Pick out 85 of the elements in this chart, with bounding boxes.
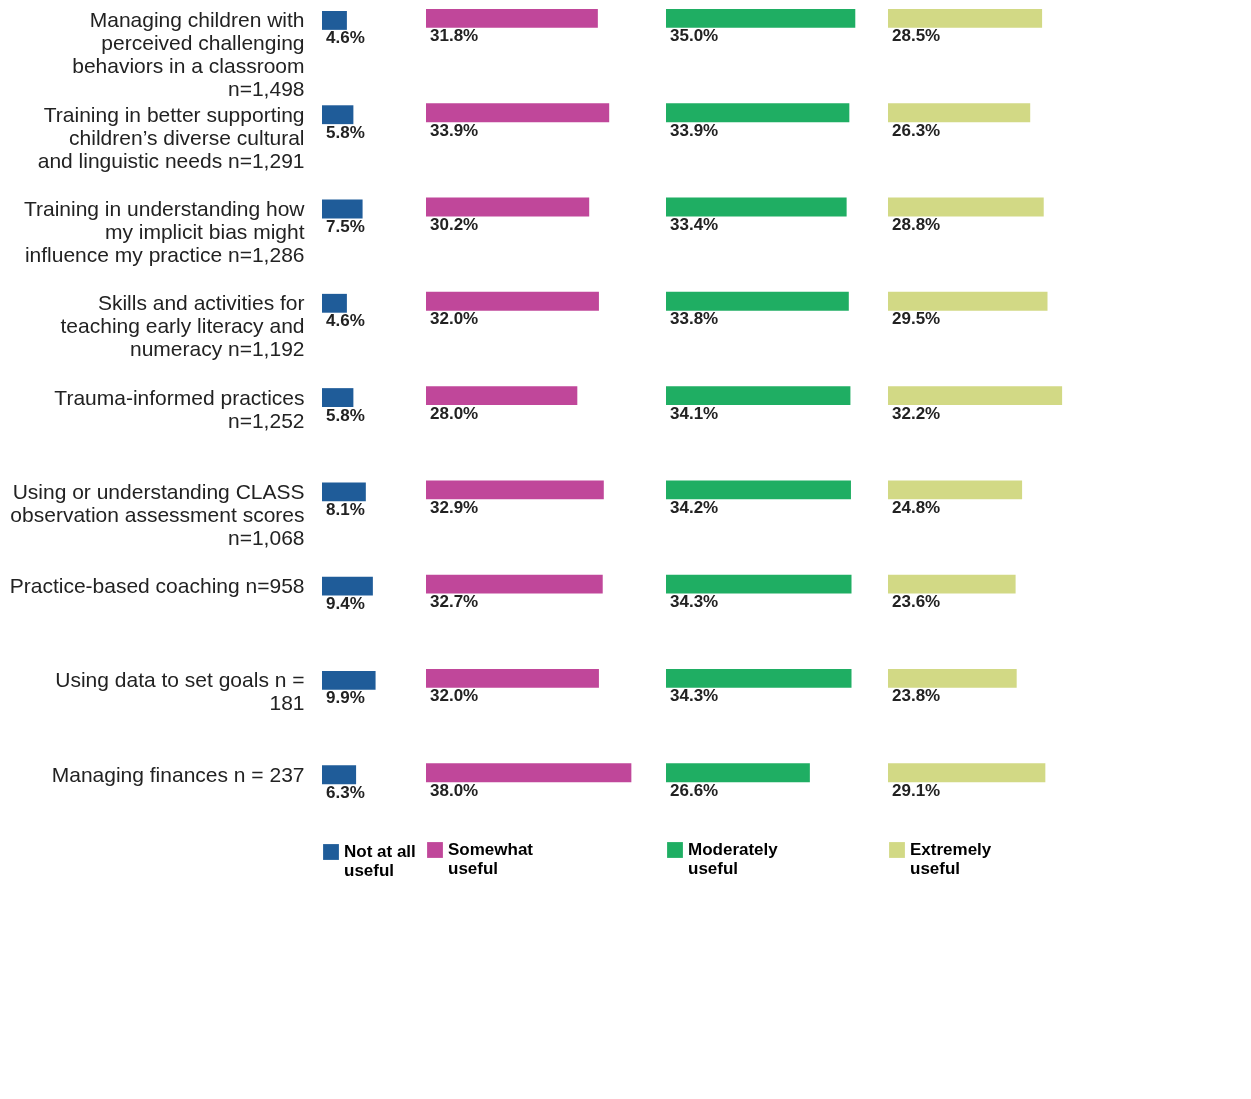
bar	[888, 9, 1043, 28]
bar	[426, 9, 598, 28]
bar	[888, 480, 1023, 500]
data-label: 9.9%	[326, 688, 365, 708]
data-label: 29.1%	[892, 780, 941, 800]
y-tick-label: Training in understanding how my implicit bias might influence my practice n=1,286	[23, 197, 306, 266]
bar	[888, 291, 1048, 311]
data-label: 30.2%	[430, 215, 479, 234]
bar	[322, 105, 354, 125]
data-label: 34.3%	[670, 592, 719, 612]
data-label: 32.2%	[892, 403, 941, 423]
data-label: 26.3%	[892, 120, 941, 140]
bar	[322, 765, 357, 785]
data-label: 32.9%	[430, 497, 479, 517]
data-label: 23.8%	[892, 686, 941, 706]
legend-label: Somewhat useful	[448, 840, 534, 878]
data-label: 28.8%	[892, 215, 941, 234]
y-tick-label: Practice-based coaching n=958	[9, 574, 305, 598]
data-label: 5.8%	[326, 405, 365, 425]
bar	[666, 480, 851, 500]
bar	[426, 763, 632, 783]
bar	[322, 388, 354, 407]
y-tick-label: Training in better supporting children’s diverse cultural and linguistic needs n=1,291	[37, 102, 305, 172]
bar	[666, 574, 852, 594]
bar	[666, 103, 850, 123]
bar	[322, 293, 347, 313]
bar	[426, 103, 610, 123]
bar	[888, 197, 1044, 217]
data-label: 32.7%	[430, 592, 479, 612]
data-label: 26.6%	[670, 780, 719, 800]
y-tick-label: Trauma-informed practices n=1,252	[54, 385, 305, 432]
data-label: 23.6%	[892, 592, 941, 612]
data-label: 38.0%	[430, 780, 479, 800]
bar	[666, 197, 847, 217]
data-label: 28.0%	[430, 403, 479, 423]
bar	[888, 386, 1063, 405]
data-label: 7.5%	[326, 217, 365, 236]
bar	[666, 291, 849, 311]
data-label: 4.6%	[326, 311, 365, 331]
data-label: 5.8%	[326, 122, 365, 142]
y-tick-label: Managing finances n = 237	[51, 762, 305, 786]
data-label: 35.0%	[670, 26, 719, 46]
bar	[666, 669, 852, 688]
data-label: 28.5%	[892, 26, 941, 46]
data-label: 32.0%	[430, 309, 479, 329]
bar	[666, 763, 810, 783]
bar	[666, 9, 856, 28]
data-label: 4.6%	[326, 28, 365, 48]
data-label: 33.9%	[430, 120, 479, 140]
bar	[322, 576, 373, 596]
data-label: 29.5%	[892, 309, 941, 329]
y-tick-label: Using or understanding CLASS observation assessment scores n=1,068	[10, 479, 305, 549]
bar	[888, 669, 1017, 688]
bar	[322, 199, 363, 219]
bar	[888, 574, 1016, 594]
data-label: 33.4%	[670, 215, 719, 234]
data-label: 9.4%	[326, 594, 365, 614]
data-label: 31.8%	[430, 26, 479, 46]
data-label: 33.8%	[670, 309, 719, 329]
legend-label: Moderately useful	[688, 840, 779, 878]
bar	[426, 197, 590, 217]
bar	[426, 574, 603, 594]
y-tick-label: Managing children with perceived challenging behaviors in a classroom n=1,498	[72, 8, 305, 101]
y-tick-label: Using data to set goals n = 181	[55, 668, 305, 715]
data-label: 32.0%	[430, 686, 479, 706]
bar	[322, 482, 366, 502]
data-label: 33.9%	[670, 120, 719, 140]
data-label: 34.2%	[670, 497, 719, 517]
bar	[426, 386, 578, 405]
bar	[666, 386, 851, 405]
legend-label: Extremely useful	[910, 840, 992, 878]
data-label: 6.3%	[326, 782, 365, 802]
y-tick-label: Skills and activities for teaching early literacy and numeracy n=1,192	[60, 291, 305, 361]
bar	[888, 763, 1046, 783]
bar	[322, 671, 376, 690]
data-label: 8.1%	[326, 499, 365, 519]
bar	[426, 291, 599, 311]
data-label: 24.8%	[892, 497, 941, 517]
bar	[426, 669, 599, 688]
data-label: 34.1%	[670, 403, 719, 423]
bar	[322, 11, 347, 30]
legend-label: Not at all useful	[344, 842, 416, 880]
data-label: 34.3%	[670, 686, 719, 706]
bar	[888, 103, 1031, 123]
bar	[426, 480, 604, 500]
